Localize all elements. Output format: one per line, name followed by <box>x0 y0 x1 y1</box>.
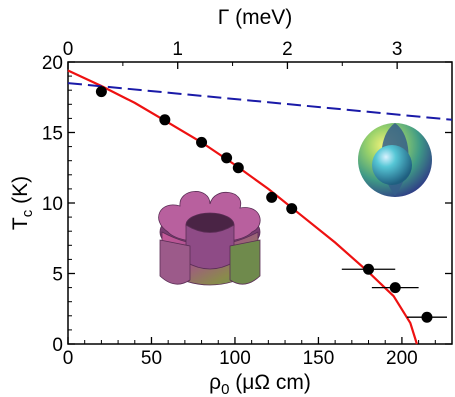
x-tick-label: 0 <box>63 348 74 369</box>
x-tick-label: 100 <box>219 348 251 369</box>
flower-shaped-cylinder-icon <box>158 191 261 286</box>
x-axis-title: ρ0 (μΩ cm) <box>209 371 311 397</box>
data-point <box>421 311 433 323</box>
data-point <box>232 162 244 174</box>
dashed-curve <box>67 82 453 121</box>
top-axis-title: Γ (meV) <box>218 6 293 29</box>
data-point <box>196 136 208 148</box>
top-tick-label: 0 <box>63 39 74 60</box>
top-tick-label: 2 <box>282 39 293 60</box>
data-point <box>221 152 233 164</box>
y-tick-label: 0 <box>52 335 63 356</box>
fit-curve <box>67 69 418 345</box>
nested-sphere-icon <box>358 123 432 197</box>
x-tick-label: 200 <box>386 348 418 369</box>
data-point <box>159 114 171 126</box>
y-axis-title: Tc (K) <box>9 176 36 230</box>
x-tick-label: 150 <box>303 348 335 369</box>
plot-frame <box>67 61 453 345</box>
flower-fermi-surface-inset <box>158 191 261 286</box>
data-point <box>95 86 107 98</box>
y-tick-label: 5 <box>52 265 63 286</box>
y-tick-label: 15 <box>42 124 63 145</box>
top-tick-label: 1 <box>172 39 183 60</box>
top-tick-label: 3 <box>392 39 403 60</box>
x-tick-label: 50 <box>141 348 162 369</box>
spherical-fermi-surface-inset <box>358 123 432 197</box>
data-point <box>363 263 375 275</box>
y-tick-label: 20 <box>42 53 63 74</box>
data-point <box>286 203 298 215</box>
data-point <box>266 191 278 203</box>
data-point <box>389 282 401 294</box>
y-tick-label: 10 <box>42 194 63 215</box>
